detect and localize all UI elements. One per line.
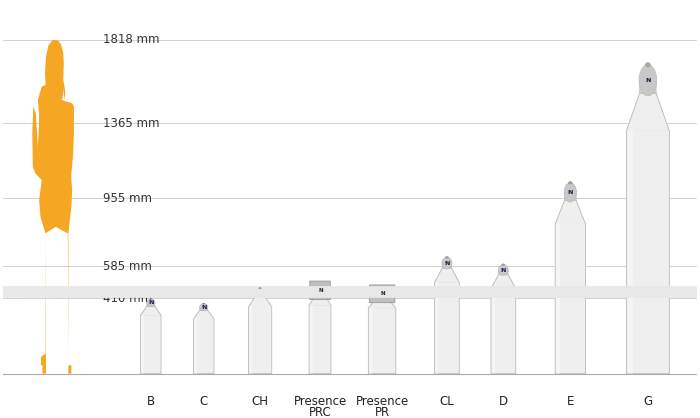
Text: 585 mm: 585 mm — [103, 260, 152, 273]
FancyBboxPatch shape — [193, 319, 214, 374]
FancyBboxPatch shape — [491, 288, 516, 374]
Ellipse shape — [199, 303, 208, 311]
FancyBboxPatch shape — [556, 223, 560, 374]
Text: N: N — [381, 291, 386, 296]
Polygon shape — [248, 296, 272, 306]
FancyBboxPatch shape — [435, 282, 459, 374]
Text: N: N — [645, 78, 650, 83]
FancyBboxPatch shape — [248, 306, 272, 374]
Ellipse shape — [645, 63, 650, 66]
Text: 410 mm: 410 mm — [103, 292, 152, 305]
Ellipse shape — [498, 265, 508, 275]
Text: 955 mm: 955 mm — [103, 192, 152, 205]
Text: N: N — [258, 290, 262, 295]
FancyBboxPatch shape — [141, 315, 144, 374]
FancyBboxPatch shape — [368, 308, 395, 374]
FancyBboxPatch shape — [555, 223, 585, 374]
FancyBboxPatch shape — [310, 281, 330, 300]
FancyBboxPatch shape — [377, 294, 387, 298]
Text: CL: CL — [440, 395, 454, 408]
Ellipse shape — [568, 181, 572, 184]
FancyBboxPatch shape — [141, 315, 161, 374]
Circle shape — [0, 291, 700, 297]
Text: N: N — [201, 305, 206, 310]
Ellipse shape — [202, 303, 205, 304]
Polygon shape — [369, 298, 396, 308]
FancyBboxPatch shape — [442, 263, 452, 268]
Polygon shape — [556, 200, 585, 223]
Text: E: E — [566, 395, 574, 408]
Ellipse shape — [639, 65, 657, 96]
Polygon shape — [141, 306, 161, 315]
Polygon shape — [626, 93, 669, 130]
Ellipse shape — [564, 183, 577, 202]
Circle shape — [0, 287, 700, 294]
Text: N: N — [148, 301, 153, 306]
Text: B: B — [147, 395, 155, 408]
Polygon shape — [194, 310, 214, 319]
FancyBboxPatch shape — [316, 291, 324, 294]
Polygon shape — [491, 275, 515, 288]
FancyBboxPatch shape — [498, 270, 508, 275]
Text: Presence: Presence — [356, 395, 409, 408]
Text: D: D — [499, 395, 508, 408]
Ellipse shape — [446, 257, 448, 258]
Text: N: N — [444, 261, 449, 266]
FancyBboxPatch shape — [370, 308, 373, 374]
Text: CH: CH — [251, 395, 269, 408]
FancyBboxPatch shape — [256, 293, 265, 296]
Ellipse shape — [442, 257, 452, 269]
Ellipse shape — [256, 288, 265, 297]
Text: G: G — [643, 395, 652, 408]
FancyBboxPatch shape — [626, 130, 669, 374]
FancyBboxPatch shape — [640, 80, 656, 93]
Ellipse shape — [147, 299, 155, 307]
FancyBboxPatch shape — [199, 307, 208, 310]
FancyBboxPatch shape — [310, 305, 313, 374]
Text: N: N — [318, 288, 323, 293]
FancyBboxPatch shape — [195, 319, 197, 374]
Ellipse shape — [502, 264, 505, 265]
Text: PRC: PRC — [309, 406, 331, 418]
FancyBboxPatch shape — [492, 288, 495, 374]
Text: C: C — [199, 395, 208, 408]
FancyBboxPatch shape — [565, 192, 576, 200]
FancyBboxPatch shape — [370, 285, 395, 303]
Polygon shape — [309, 294, 330, 305]
Text: PR: PR — [374, 406, 390, 418]
Text: 1818 mm: 1818 mm — [103, 33, 160, 46]
FancyBboxPatch shape — [628, 130, 633, 374]
FancyBboxPatch shape — [147, 303, 155, 306]
Ellipse shape — [150, 298, 152, 300]
FancyBboxPatch shape — [309, 305, 331, 374]
Ellipse shape — [259, 288, 261, 289]
Text: 1365 mm: 1365 mm — [103, 117, 160, 130]
Text: N: N — [500, 268, 506, 273]
Text: Presence: Presence — [293, 395, 346, 408]
Text: N: N — [568, 190, 573, 195]
FancyBboxPatch shape — [249, 306, 252, 374]
Polygon shape — [32, 40, 74, 374]
Polygon shape — [435, 268, 459, 282]
FancyBboxPatch shape — [435, 282, 439, 374]
